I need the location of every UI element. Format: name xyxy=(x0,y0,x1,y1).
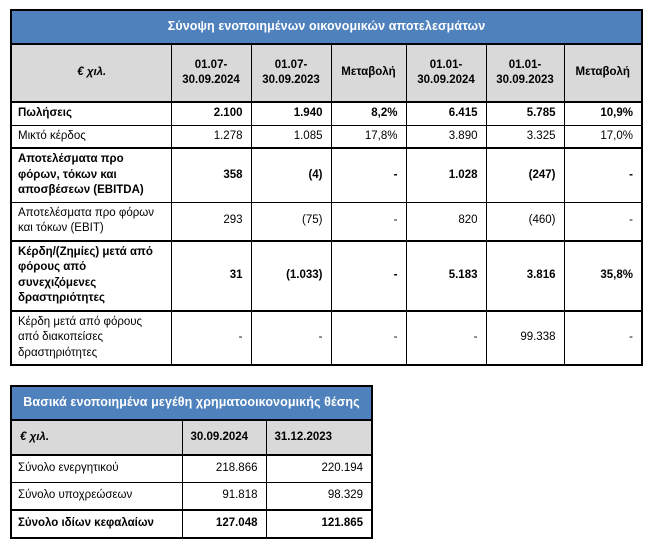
cell-value: 2.100 xyxy=(170,101,252,126)
cell-value: (75) xyxy=(250,201,332,241)
financial-position-table: Βασικά ενοποιημένα μεγέθη χρηματοοικονομ… xyxy=(10,385,374,539)
table-body: Πωλήσεις 2.100 1.940 8,2% 6.415 5.785 10,9% Μικ… xyxy=(10,101,643,366)
cell-value: 820 xyxy=(405,201,487,241)
cell-value: 99.338 xyxy=(485,309,565,366)
table-body: Σύνολο ενεργητικού 218.866 220.194 Σύνολο υ… xyxy=(10,454,373,539)
cell-value: 5.785 xyxy=(485,101,565,126)
cell-value: (460) xyxy=(485,201,565,241)
row-label: Αποτελέσματα προ φόρων, τόκων και αποσβέ… xyxy=(10,147,172,203)
cell-value: 220.194 xyxy=(265,454,373,483)
column-header: Μεταβολή xyxy=(563,43,643,103)
cell-value: (4) xyxy=(250,147,332,203)
row-label: Κέρδη μετά από φόρους από διακοπείσες δρ… xyxy=(10,309,172,366)
cell-value: - xyxy=(330,309,407,366)
cell-value: 3.816 xyxy=(485,239,565,311)
cell-value: 1.085 xyxy=(250,124,332,149)
table-row: Σύνολο υποχρεώσεων 91.818 98.329 xyxy=(10,482,373,511)
column-header: 30.09.2024 xyxy=(181,419,267,456)
cell-value: 10,9% xyxy=(563,101,643,126)
row-label: Μικτό κέρδος xyxy=(10,124,172,149)
row-label: Αποτελέσματα προ φόρων και τόκων (EBIT) xyxy=(10,201,172,241)
cell-value: 31 xyxy=(170,239,252,311)
cell-value: - xyxy=(405,309,487,366)
cell-value: 5.183 xyxy=(405,239,487,311)
table-row: Αποτελέσματα προ φόρων, τόκων και αποσβέ… xyxy=(10,147,643,203)
table-title-row: Βασικά ενοποιημένα μεγέθη χρηματοοικονομ… xyxy=(10,385,373,421)
column-header-row: € χιλ. 01.07- 30.09.2024 01.07- 30.09.202… xyxy=(10,43,643,103)
row-label: Σύνολο ιδίων κεφαλαίων xyxy=(10,509,183,539)
cell-value: - xyxy=(330,239,407,311)
cell-value: 98.329 xyxy=(265,482,373,511)
cell-value: - xyxy=(563,309,643,366)
cell-value: 1.278 xyxy=(170,124,252,149)
cell-value: 91.818 xyxy=(181,482,267,511)
cell-value: 127.048 xyxy=(181,509,267,539)
column-header: 01.07- 30.09.2023 xyxy=(250,43,332,103)
cell-value: (247) xyxy=(485,147,565,203)
column-header: 01.07- 30.09.2024 xyxy=(170,43,252,103)
cell-value: 17,8% xyxy=(330,124,407,149)
cell-value: (1.033) xyxy=(250,239,332,311)
cell-value: 1.028 xyxy=(405,147,487,203)
cell-value: - xyxy=(330,201,407,241)
cell-value: 6.415 xyxy=(405,101,487,126)
column-header: Μεταβολή xyxy=(330,43,407,103)
cell-value: - xyxy=(170,309,252,366)
cell-value: 293 xyxy=(170,201,252,241)
cell-value: 1.940 xyxy=(250,101,332,126)
row-label: Σύνολο ενεργητικού xyxy=(10,454,183,483)
cell-value: - xyxy=(250,309,332,366)
cell-value: 17,0% xyxy=(563,124,643,149)
unit-label: € χιλ. xyxy=(10,419,183,456)
table-row: Μικτό κέρδος 1.278 1.085 17,8% 3.890 3.325 17,… xyxy=(10,124,643,149)
row-label: Πωλήσεις xyxy=(10,101,172,126)
table-row: Αποτελέσματα προ φόρων και τόκων (EBIT) 2… xyxy=(10,201,643,241)
unit-label: € χιλ. xyxy=(10,43,172,103)
cell-value: - xyxy=(563,201,643,241)
column-header-row: € χιλ. 30.09.2024 31.12.2023 xyxy=(10,419,373,456)
cell-value: 358 xyxy=(170,147,252,203)
table-row: Κέρδη μετά από φόρους από διακοπείσες δρ… xyxy=(10,309,643,366)
table-row: Σύνολο ενεργητικού 218.866 220.194 xyxy=(10,454,373,483)
table-row: Κέρδη/(Ζημίες) μετά από φόρους από συνεχ… xyxy=(10,239,643,311)
table-title: Σύνοψη ενοποιημένων οικονομικών αποτελεσ… xyxy=(10,9,643,45)
column-header: 01.01- 30.09.2023 xyxy=(485,43,565,103)
document-page: Σύνοψη ενοποιημένων οικονομικών αποτελεσ… xyxy=(10,9,643,539)
column-header: 31.12.2023 xyxy=(265,419,373,456)
table-title: Βασικά ενοποιημένα μεγέθη χρηματοοικονομ… xyxy=(10,385,373,421)
cell-value: 3.325 xyxy=(485,124,565,149)
cell-value: 218.866 xyxy=(181,454,267,483)
column-header: 01.01- 30.09.2024 xyxy=(405,43,487,103)
cell-value: - xyxy=(330,147,407,203)
cell-value: - xyxy=(563,147,643,203)
table-row: Πωλήσεις 2.100 1.940 8,2% 6.415 5.785 10,9% xyxy=(10,101,643,126)
cell-value: 121.865 xyxy=(265,509,373,539)
row-label: Κέρδη/(Ζημίες) μετά από φόρους από συνεχ… xyxy=(10,239,172,311)
table-row: Σύνολο ιδίων κεφαλαίων 127.048 121.865 xyxy=(10,509,373,539)
row-label: Σύνολο υποχρεώσεων xyxy=(10,482,183,511)
table-title-row: Σύνοψη ενοποιημένων οικονομικών αποτελεσ… xyxy=(10,9,643,45)
consolidated-results-table: Σύνοψη ενοποιημένων οικονομικών αποτελεσ… xyxy=(10,9,643,366)
cell-value: 35,8% xyxy=(563,239,643,311)
cell-value: 8,2% xyxy=(330,101,407,126)
cell-value: 3.890 xyxy=(405,124,487,149)
